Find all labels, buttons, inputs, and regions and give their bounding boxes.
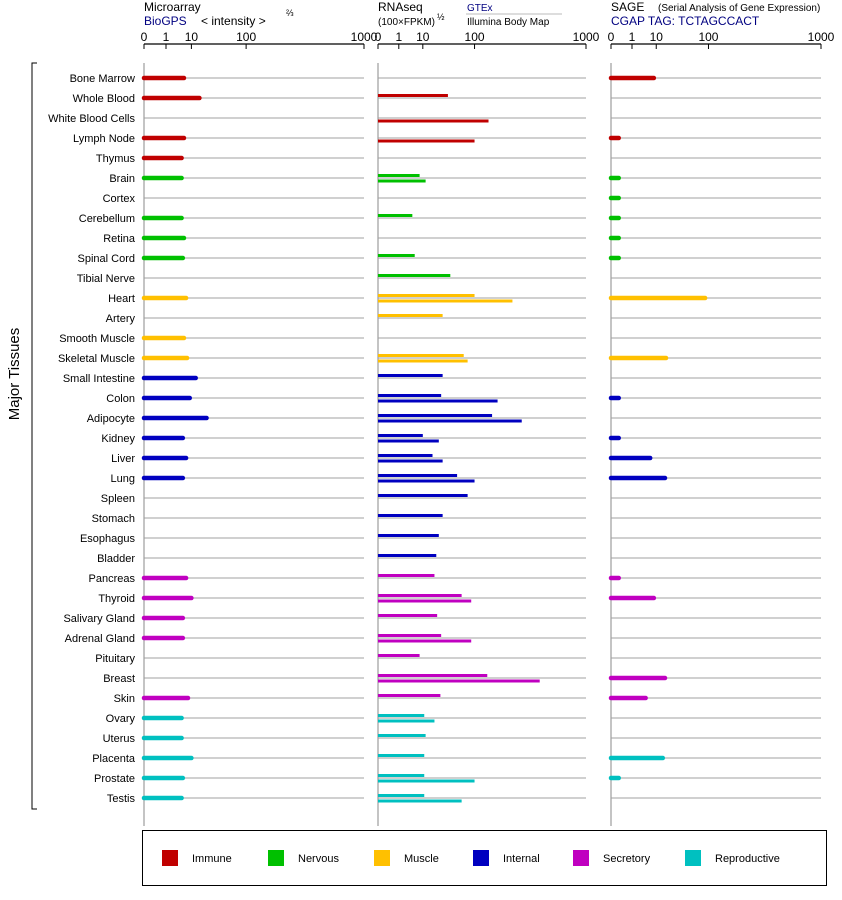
tissue-label: Placenta — [92, 753, 136, 765]
tissue-label: Esophagus — [80, 533, 136, 545]
tissue-label: Thymus — [96, 153, 136, 165]
legend-label: Immune — [192, 853, 232, 865]
tissue-label: Kidney — [101, 433, 135, 445]
axis-label: < intensity > — [201, 14, 266, 28]
tissue-label: Breast — [103, 673, 135, 685]
tissue-label: Heart — [108, 293, 135, 305]
tissue-label: Bladder — [97, 553, 135, 565]
y-axis-label: Major Tissues — [6, 328, 23, 421]
axis-tick-label: 10 — [416, 30, 430, 44]
axis-tick-label: 10 — [650, 30, 664, 44]
tissue-label: Skeletal Muscle — [58, 353, 135, 365]
tissue-label: Tibial Nerve — [77, 273, 135, 285]
axis-tick-label: 0 — [141, 30, 148, 44]
axis-tick-label: 100 — [236, 30, 256, 44]
legend-box — [142, 830, 827, 886]
panel-title-note: (Serial Analysis of Gene Expression) — [658, 3, 820, 14]
panel-title: RNAseq — [378, 0, 423, 14]
panel-title: Microarray — [144, 0, 201, 14]
tissue-label: Small Intestine — [63, 373, 135, 385]
tissue-label: Whole Blood — [73, 93, 135, 105]
tissue-label: Cerebellum — [79, 213, 135, 225]
tissue-label: Lymph Node — [73, 133, 135, 145]
legend-label: Nervous — [298, 853, 339, 865]
axis-tick-label: 100 — [465, 30, 485, 44]
tissue-label: Testis — [107, 793, 136, 805]
tissue-label: Pituitary — [95, 653, 135, 665]
axis-tick-label: 1 — [629, 30, 636, 44]
axis-tick-label: 1 — [395, 30, 402, 44]
series-label-illumina: Illumina Body Map — [467, 17, 550, 28]
axis-exponent: ⅔ — [286, 8, 294, 18]
series-label-gtex: GTEx — [467, 3, 493, 14]
axis-tick-label: 1000 — [573, 30, 600, 44]
tissue-label: White Blood Cells — [48, 113, 135, 125]
tissue-label: Smooth Muscle — [59, 333, 135, 345]
axis-tick-label: 1 — [163, 30, 170, 44]
tissue-label: Skin — [114, 693, 135, 705]
legend-swatch — [268, 850, 284, 866]
tissue-label: Uterus — [103, 733, 136, 745]
tissue-label: Brain — [109, 173, 135, 185]
axis-tick-label: 0 — [608, 30, 615, 44]
panel-subtitle: BioGPS — [144, 14, 187, 28]
tissue-label: Colon — [106, 393, 135, 405]
axis-tick-label: 1000 — [808, 30, 835, 44]
axis-tick-label: 10 — [185, 30, 199, 44]
legend-swatch — [374, 850, 390, 866]
legend-label: Muscle — [404, 853, 439, 865]
tissue-label: Stomach — [92, 513, 135, 525]
legend-swatch — [685, 850, 701, 866]
legend-label: Reproductive — [715, 853, 780, 865]
tissue-label: Thyroid — [98, 593, 135, 605]
axis-tick-label: 100 — [698, 30, 718, 44]
tissue-label: Spleen — [101, 493, 135, 505]
tissue-label: Ovary — [106, 713, 136, 725]
tissue-label: Pancreas — [89, 573, 136, 585]
legend-swatch — [162, 850, 178, 866]
tissue-label: Adrenal Gland — [65, 633, 135, 645]
legend-swatch — [473, 850, 489, 866]
axis-tick-label: 0 — [375, 30, 382, 44]
panel-subtitle: CGAP TAG: TCTAGCCACT — [611, 14, 760, 28]
legend-label: Secretory — [603, 853, 651, 865]
tissue-label: Liver — [111, 453, 135, 465]
tissue-label: Artery — [106, 313, 136, 325]
axis-label: (100×FPKM) — [378, 17, 435, 28]
y-axis-bracket — [31, 62, 37, 810]
tissue-label: Retina — [103, 233, 136, 245]
legend-swatch — [573, 850, 589, 866]
tissue-label: Cortex — [103, 193, 136, 205]
tissue-label: Spinal Cord — [78, 253, 135, 265]
tissue-label: Lung — [111, 473, 135, 485]
axis-exponent: ½ — [437, 12, 445, 22]
tissue-label: Adipocyte — [87, 413, 135, 425]
tissue-label: Prostate — [94, 773, 135, 785]
legend-label: Internal — [503, 853, 540, 865]
tissue-label: Bone Marrow — [70, 73, 135, 85]
panel-title: SAGE — [611, 0, 644, 14]
axis-tick-label: 1000 — [351, 30, 378, 44]
tissue-label: Salivary Gland — [63, 613, 135, 625]
